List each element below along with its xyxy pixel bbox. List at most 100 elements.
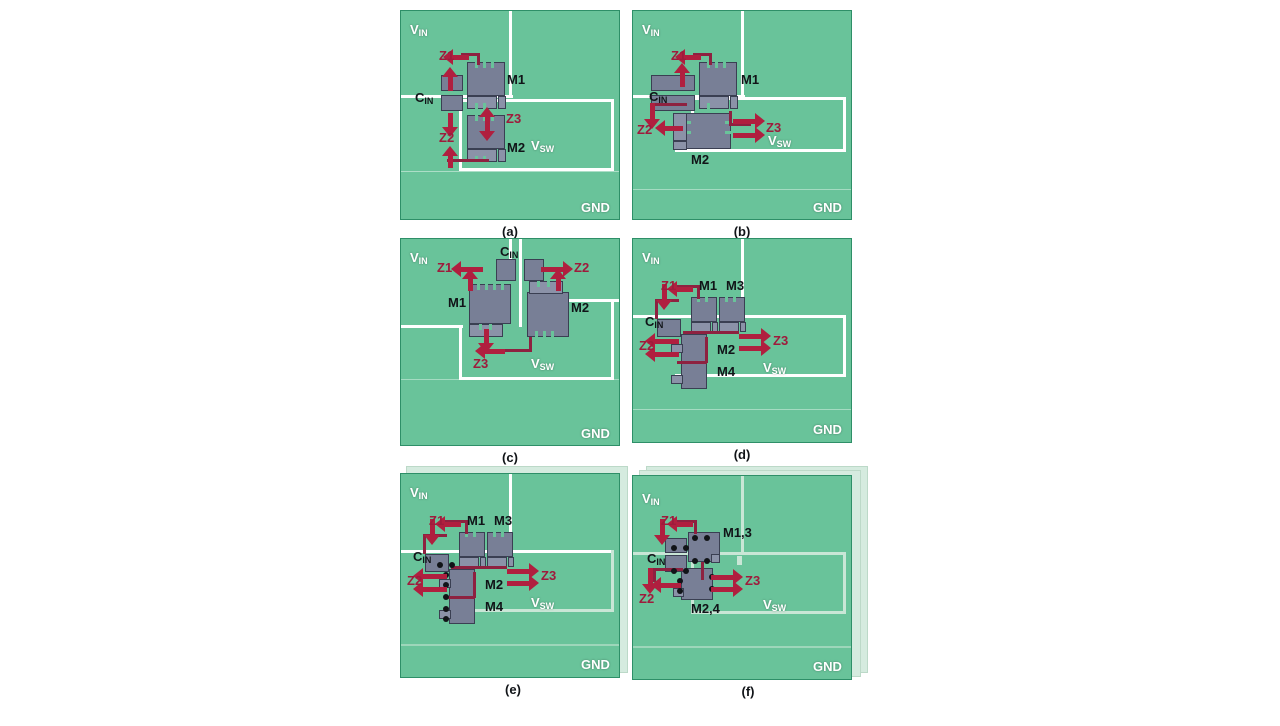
label-z1: Z1 [671, 48, 687, 63]
via-dot [443, 616, 449, 622]
vsw-region-outline-top [691, 97, 846, 100]
vsw-region-outline-bottom [443, 609, 614, 612]
m2-gate-finger-2 [547, 281, 550, 287]
label-m2-4: M2,4 [691, 601, 720, 616]
transistor-m1 [459, 532, 485, 557]
transistor-m3 [719, 297, 745, 322]
gnd-region-divider [633, 409, 851, 410]
z1-down-arrow [424, 519, 440, 545]
vsw-tap-marker [737, 556, 742, 565]
z2-up-arrow [550, 269, 566, 291]
m4-route-trace-h [677, 361, 707, 364]
input-capacitor-cin-bottom [441, 95, 463, 111]
m3-via-pad [508, 557, 514, 567]
m2-gate-finger-3 [491, 115, 494, 121]
m3-gate-finger-1 [725, 297, 728, 302]
label-z1: Z1 [661, 278, 677, 293]
via-dot [443, 606, 449, 612]
gnd-region-divider [633, 646, 851, 648]
label-z2: Z2 [639, 338, 655, 353]
vsw-region-outline-right [843, 315, 846, 377]
z3-down-arrow [478, 329, 494, 353]
z2-down-arrow [642, 568, 658, 594]
cin-return-trace-v [653, 568, 656, 582]
via-dot [677, 588, 683, 594]
z3-right-arrow-lower [711, 581, 743, 597]
z3-right-arrow-upper [711, 569, 743, 585]
z3-right-arrow-lower [507, 575, 539, 591]
label-z2: Z2 [639, 591, 655, 606]
panel-a-board: VIN VSW GND CIN M1 M2 Z1 Z2 Z3 [400, 10, 620, 220]
m1-drain-via-pad [498, 96, 506, 109]
m1-gate-finger-3 [723, 62, 726, 68]
transistor-m1 [691, 297, 717, 322]
label-m1-3: M1,3 [723, 525, 752, 540]
z1-trace-horizontal [673, 520, 697, 523]
m1-gate-finger-4 [501, 284, 504, 290]
vsw-region-outline-top [691, 552, 846, 555]
z2-left-arrow-lower [413, 581, 447, 597]
m1-gate-finger-1 [697, 297, 700, 302]
vsw-region-outline-bottom [459, 168, 614, 171]
m2-drain-finger-1 [725, 121, 731, 124]
transistor-m1 [699, 62, 737, 96]
vsw-region-outline-top [459, 550, 614, 553]
m4-route-trace [705, 337, 708, 363]
vin-region-divider-vertical-2 [519, 239, 522, 327]
label-z2: Z2 [637, 122, 653, 137]
via-dot [704, 558, 710, 564]
m2-gate-trace [451, 566, 507, 569]
z1-arrow [675, 49, 701, 65]
m4-via-pad [671, 375, 683, 384]
m2-bottom-via-pad [673, 141, 687, 150]
m4-route-trace-h [445, 596, 475, 599]
z1-up-arrow [462, 269, 478, 291]
z1-trace-vertical [465, 520, 468, 534]
label-gnd: GND [813, 659, 842, 674]
cin-return-trace [653, 103, 687, 106]
vsw-region-outline-right [611, 299, 614, 380]
label-gnd: GND [813, 200, 842, 215]
label-vsw: VSW [531, 356, 555, 372]
label-vsw: VSW [768, 133, 792, 149]
label-z3: Z3 [766, 120, 782, 135]
z1-trace-horizontal [461, 53, 480, 56]
transistor-m4 [449, 596, 475, 624]
vsw-region-outline-top [459, 99, 614, 102]
vin-region-divider-vertical [741, 11, 744, 96]
label-m3: M3 [726, 278, 745, 293]
z3-right-arrow-lower [733, 127, 765, 143]
z1-trace-horizontal [693, 53, 712, 56]
panel-d-board: VIN VSW GND CIN M1 M3 M2 M4 Z1 Z2 Z3 [632, 238, 852, 443]
vin-region-divider-horizontal [633, 315, 745, 318]
vsw-region-outline-right [843, 97, 846, 152]
via-dot [683, 545, 689, 551]
caption-c: (c) [502, 450, 518, 465]
vsw-region-outline-right [843, 552, 846, 614]
label-m2: M2 [571, 300, 590, 315]
m1-gate-finger-2 [473, 532, 476, 537]
vin-region-divider-horizontal [401, 550, 513, 553]
via-dot [692, 535, 698, 541]
z1-trace-horizontal [673, 285, 700, 288]
transistor-m2 [681, 334, 707, 364]
vsw-region-outline-right [611, 99, 614, 171]
m2-drain-via-pad [498, 149, 506, 162]
m2-gate-finger-2 [483, 115, 486, 121]
z2-left-arrow [651, 577, 681, 593]
m2-gate-finger-1 [685, 121, 691, 124]
cin-return-trace-h [653, 568, 683, 571]
panel-b-board: VIN VSW GND CIN M1 M2 Z1 Z2 Z3 [632, 10, 852, 220]
z3-right-arrow-upper [739, 328, 771, 344]
label-gnd: GND [581, 200, 610, 215]
vin-region-divider-horizontal-right [556, 299, 619, 302]
transistor-m1 [469, 284, 511, 324]
z2-left-arrow-upper [645, 333, 679, 349]
label-gnd: GND [813, 422, 842, 437]
label-cin: CIN [647, 551, 666, 567]
z1-up-arrow [442, 67, 458, 91]
label-cin: CIN [645, 314, 664, 330]
z3-left-arrow [475, 343, 505, 359]
transistor-m2 [527, 292, 569, 337]
